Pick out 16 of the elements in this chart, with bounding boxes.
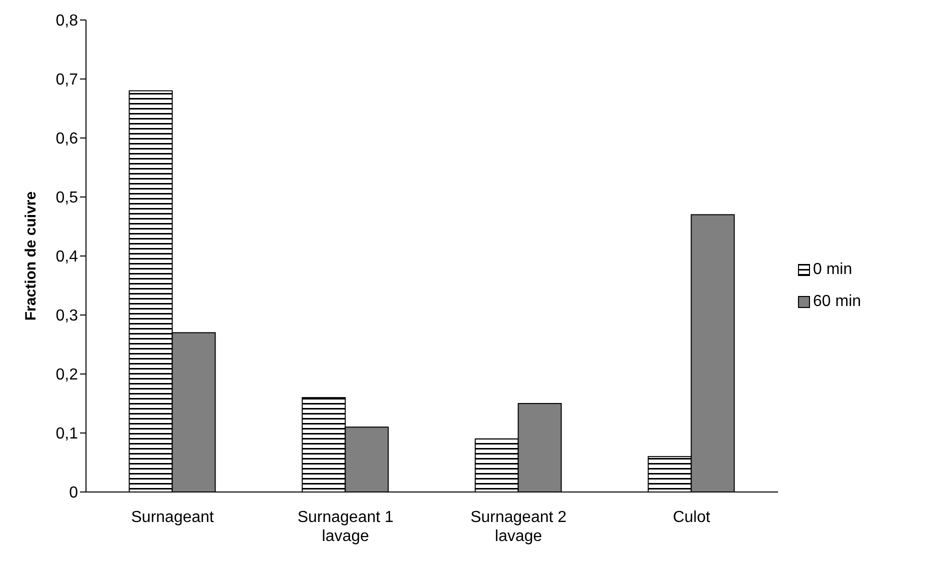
y-tick-label: 0: [69, 484, 78, 502]
x-tick-label: Surnageant 2 lavage: [470, 509, 567, 545]
y-tick-label: 0,1: [56, 426, 78, 443]
y-tick-label: 0,4: [56, 248, 78, 266]
y-tick-label: 0,3: [56, 308, 78, 325]
y-tick-label: 0,6: [56, 130, 78, 148]
y-tick-label: 0,8: [56, 12, 78, 30]
x-tick-label: Culot: [672, 509, 711, 526]
y-axis-title: Fraction de cuivre: [22, 191, 40, 321]
legend-label: 0 min: [813, 261, 852, 279]
y-tick-label: 0,2: [56, 366, 78, 384]
x-tick-label: Surnageant 1 lavage: [297, 509, 394, 545]
x-tick-label: Surnageant: [131, 509, 214, 526]
y-tick-label: 0,5: [56, 190, 78, 207]
legend-label: 60 min: [813, 293, 862, 311]
y-tick-label: 0,7: [56, 72, 78, 89]
